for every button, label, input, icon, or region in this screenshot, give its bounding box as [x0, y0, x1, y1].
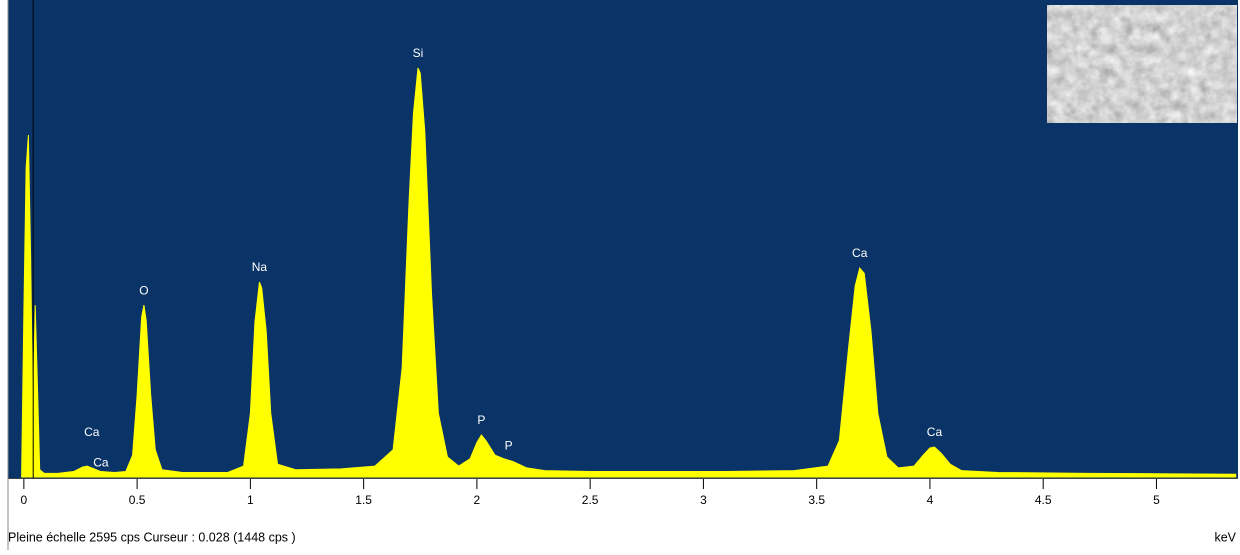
peak-label: Na	[252, 260, 268, 274]
x-tick-label: 3.5	[808, 493, 825, 507]
spectrum-window: Ca Ca O Na Si P P Ca Ca 0 0.5 1 1.5 2 2.5 3 3.5 4 4.5 5 Pl…	[0, 0, 1240, 550]
sem-image	[1047, 5, 1237, 123]
x-tick-label: 0	[21, 493, 28, 507]
peak-label: Ca	[852, 246, 868, 260]
x-tick-label: 2	[474, 493, 481, 507]
peak-label: Ca	[84, 425, 100, 439]
peak-label: P	[477, 413, 485, 427]
peak-label: Ca	[927, 425, 943, 439]
x-tick-label: 3	[700, 493, 707, 507]
x-tick-label: 5	[1153, 493, 1160, 507]
peak-label: P	[505, 438, 513, 452]
status-text: Pleine échelle 2595 cps Curseur : 0.028 …	[8, 530, 296, 544]
x-tick-label: 4.5	[1035, 493, 1052, 507]
peak-label: O	[139, 283, 148, 297]
peak-label: Ca	[93, 456, 109, 470]
peak-label: Si	[413, 46, 424, 60]
x-tick-label: 1	[247, 493, 254, 507]
x-tick-label: 0.5	[129, 493, 146, 507]
x-unit: keV	[1214, 530, 1236, 544]
axis-strip	[8, 479, 1238, 529]
x-tick-label: 4	[927, 493, 934, 507]
x-tick-label: 1.5	[355, 493, 372, 507]
x-tick-label: 2.5	[582, 493, 599, 507]
